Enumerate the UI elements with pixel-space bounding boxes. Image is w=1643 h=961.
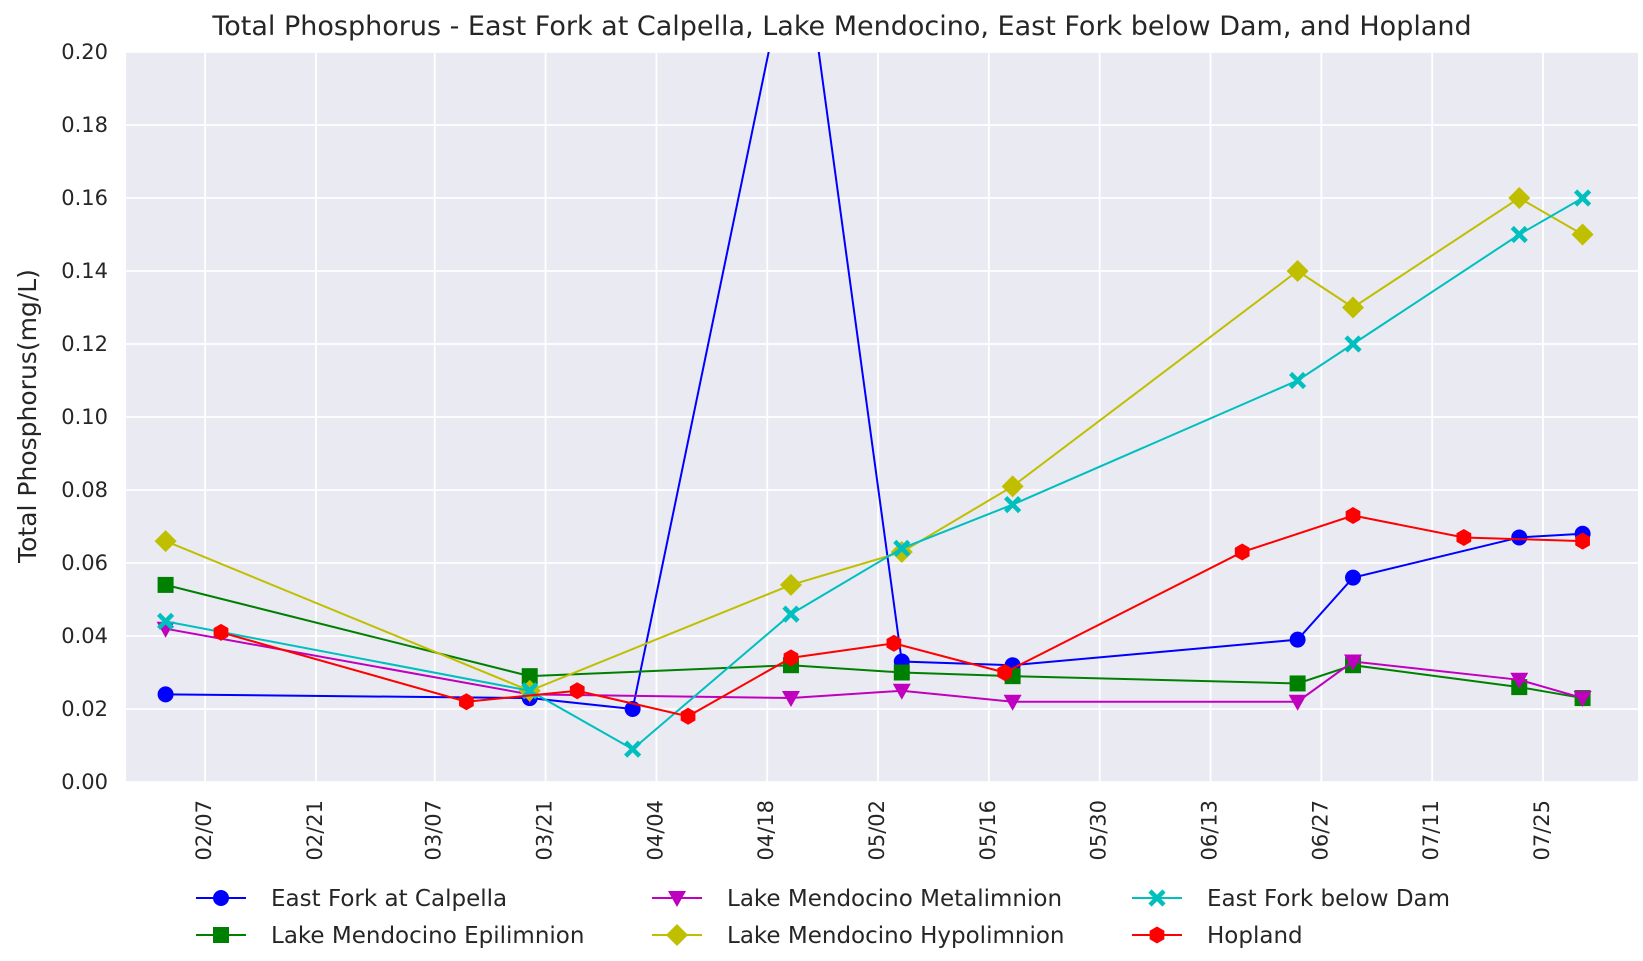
data-point bbox=[624, 740, 642, 758]
x-tick-label: 06/13 bbox=[1198, 800, 1222, 861]
data-point bbox=[997, 664, 1013, 681]
x-tick-label: 05/30 bbox=[1087, 800, 1111, 861]
legend-item: East Fork below Dam bbox=[1132, 886, 1450, 912]
legend-label: Lake Mendocino Metalimnion bbox=[727, 886, 1062, 912]
data-point bbox=[893, 664, 910, 681]
y-tick-label: 0.14 bbox=[61, 259, 108, 283]
legend-item: Lake Mendocino Metalimnion bbox=[652, 886, 1062, 912]
data-point bbox=[569, 682, 585, 700]
x-tick-label: 04/04 bbox=[643, 800, 667, 861]
data-point bbox=[1286, 260, 1309, 282]
y-tick-label: 0.08 bbox=[61, 478, 108, 502]
x-tick-label: 07/11 bbox=[1419, 800, 1443, 861]
data-point bbox=[459, 693, 474, 711]
y-axis-ticks: 0.00 0.02 0.04 0.06 0.08 0.10 0.12 0.14 0.16 0.18… bbox=[61, 40, 108, 794]
legend-marker bbox=[1149, 926, 1165, 944]
y-tick-label: 0.16 bbox=[61, 186, 108, 210]
data-point bbox=[1573, 691, 1592, 708]
data-point bbox=[1510, 672, 1529, 689]
data-point bbox=[1344, 335, 1362, 353]
data-point bbox=[1571, 223, 1594, 246]
y-tick-label: 0.18 bbox=[61, 113, 108, 137]
data-point bbox=[213, 623, 229, 641]
data-point bbox=[782, 605, 800, 623]
data-point bbox=[1001, 475, 1024, 498]
data-point bbox=[893, 539, 911, 557]
series-5 bbox=[156, 189, 1592, 758]
y-tick-label: 0.12 bbox=[61, 332, 108, 356]
data-point bbox=[1345, 569, 1362, 586]
data-point bbox=[1508, 187, 1531, 209]
x-tick-label: 03/07 bbox=[422, 800, 446, 861]
data-point bbox=[1345, 507, 1361, 525]
legend-label: Hopland bbox=[1207, 923, 1303, 949]
data-point bbox=[154, 530, 177, 553]
data-point bbox=[1511, 529, 1528, 546]
legend-marker bbox=[666, 924, 688, 946]
legend-item: Lake Mendocino Hypolimnion bbox=[652, 923, 1065, 949]
series-6 bbox=[213, 507, 1590, 725]
legend-item: Hopland bbox=[1132, 923, 1303, 949]
x-tick-label: 02/07 bbox=[192, 800, 216, 861]
y-tick-label: 0.00 bbox=[61, 770, 108, 794]
data-point bbox=[157, 576, 174, 593]
legend: East Fork at Calpella Lake Mendocino Epil… bbox=[196, 886, 1450, 949]
series-line bbox=[165, 197, 1584, 751]
data-point bbox=[779, 573, 802, 596]
data-point bbox=[1004, 496, 1022, 514]
legend-label: Lake Mendocino Epilimnion bbox=[271, 923, 584, 949]
data-point bbox=[1289, 631, 1306, 648]
data-point bbox=[1456, 528, 1472, 546]
series-2 bbox=[157, 576, 1591, 707]
y-tick-label: 0.10 bbox=[61, 405, 108, 429]
x-axis-ticks: 02/07 02/21 03/07 03/21 04/04 04/18 05/02 05/16… bbox=[192, 800, 1554, 861]
data-point bbox=[1510, 225, 1528, 244]
data-point bbox=[781, 691, 800, 708]
data-point bbox=[1288, 694, 1307, 711]
data-point bbox=[157, 686, 174, 703]
legend-marker bbox=[1148, 889, 1166, 907]
legend-label: Lake Mendocino Hypolimnion bbox=[727, 923, 1065, 949]
series-line bbox=[165, 52, 1583, 711]
y-tick-label: 0.06 bbox=[61, 551, 108, 575]
legend-label: East Fork below Dam bbox=[1207, 886, 1450, 912]
data-point bbox=[156, 612, 175, 630]
data-point bbox=[1573, 189, 1592, 207]
legend-item: East Fork at Calpella bbox=[196, 886, 507, 912]
y-axis-label: Total Phosphorus(mg/L) bbox=[13, 269, 42, 564]
legend-item: Lake Mendocino Epilimnion bbox=[196, 923, 584, 949]
data-point bbox=[886, 634, 902, 652]
data-point bbox=[1289, 371, 1307, 390]
y-tick-label: 0.04 bbox=[61, 624, 108, 648]
data-point bbox=[1575, 532, 1590, 550]
legend-marker bbox=[213, 927, 229, 943]
series-lines bbox=[154, 52, 1594, 758]
x-tick-label: 03/21 bbox=[533, 800, 557, 861]
data-point bbox=[1003, 694, 1022, 711]
data-point bbox=[680, 707, 696, 725]
grid-lines bbox=[126, 51, 1638, 783]
data-point bbox=[1344, 654, 1363, 671]
legend-label: East Fork at Calpella bbox=[271, 886, 507, 912]
legend-marker bbox=[213, 890, 229, 906]
x-tick-label: 05/02 bbox=[865, 800, 889, 861]
data-point bbox=[783, 649, 799, 667]
legend-marker bbox=[668, 891, 686, 907]
data-point bbox=[1234, 543, 1250, 561]
y-tick-label: 0.02 bbox=[61, 697, 108, 721]
x-tick-label: 07/25 bbox=[1530, 800, 1554, 861]
data-point bbox=[521, 668, 538, 685]
x-tick-label: 02/21 bbox=[303, 800, 327, 861]
y-tick-label: 0.20 bbox=[61, 40, 108, 64]
x-tick-label: 06/27 bbox=[1308, 800, 1332, 861]
data-point bbox=[892, 683, 911, 700]
data-point bbox=[1342, 296, 1365, 319]
data-point bbox=[1289, 675, 1306, 692]
x-tick-label: 04/18 bbox=[754, 800, 778, 861]
chart-title: Total Phosphorus - East Fork at Calpella… bbox=[211, 11, 1471, 42]
x-tick-label: 05/16 bbox=[976, 800, 1000, 861]
